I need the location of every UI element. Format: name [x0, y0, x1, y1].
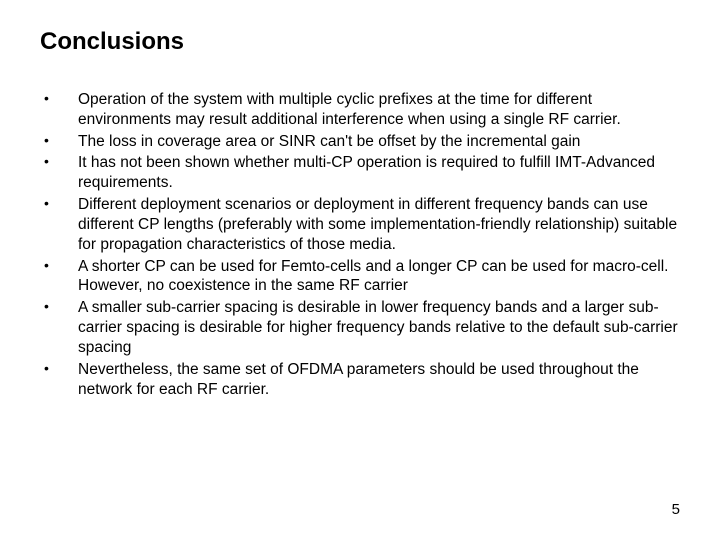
bullet-text: Nevertheless, the same set of OFDMA para…: [78, 361, 639, 398]
slide: Conclusions • Operation of the system wi…: [0, 0, 720, 540]
list-item: • A shorter CP can be used for Femto-cel…: [44, 257, 680, 297]
bullet-icon: •: [44, 153, 49, 171]
bullet-icon: •: [44, 132, 49, 150]
bullet-text: The loss in coverage area or SINR can't …: [78, 133, 580, 150]
bullet-list: • Operation of the system with multiple …: [40, 90, 680, 399]
bullet-icon: •: [44, 360, 49, 378]
bullet-icon: •: [44, 195, 49, 213]
list-item: • Nevertheless, the same set of OFDMA pa…: [44, 360, 680, 400]
list-item: • Different deployment scenarios or depl…: [44, 195, 680, 254]
bullet-text: A shorter CP can be used for Femto-cells…: [78, 258, 668, 295]
bullet-text: A smaller sub-carrier spacing is desirab…: [78, 299, 678, 356]
bullet-text: It has not been shown whether multi-CP o…: [78, 154, 655, 191]
page-number: 5: [672, 501, 680, 518]
bullet-text: Different deployment scenarios or deploy…: [78, 196, 677, 253]
bullet-text: Operation of the system with multiple cy…: [78, 91, 621, 128]
list-item: • Operation of the system with multiple …: [44, 90, 680, 130]
slide-title: Conclusions: [40, 28, 680, 56]
bullet-icon: •: [44, 298, 49, 316]
list-item: • It has not been shown whether multi-CP…: [44, 153, 680, 193]
list-item: • The loss in coverage area or SINR can'…: [44, 132, 680, 152]
bullet-icon: •: [44, 257, 49, 275]
bullet-icon: •: [44, 90, 49, 108]
list-item: • A smaller sub-carrier spacing is desir…: [44, 298, 680, 357]
